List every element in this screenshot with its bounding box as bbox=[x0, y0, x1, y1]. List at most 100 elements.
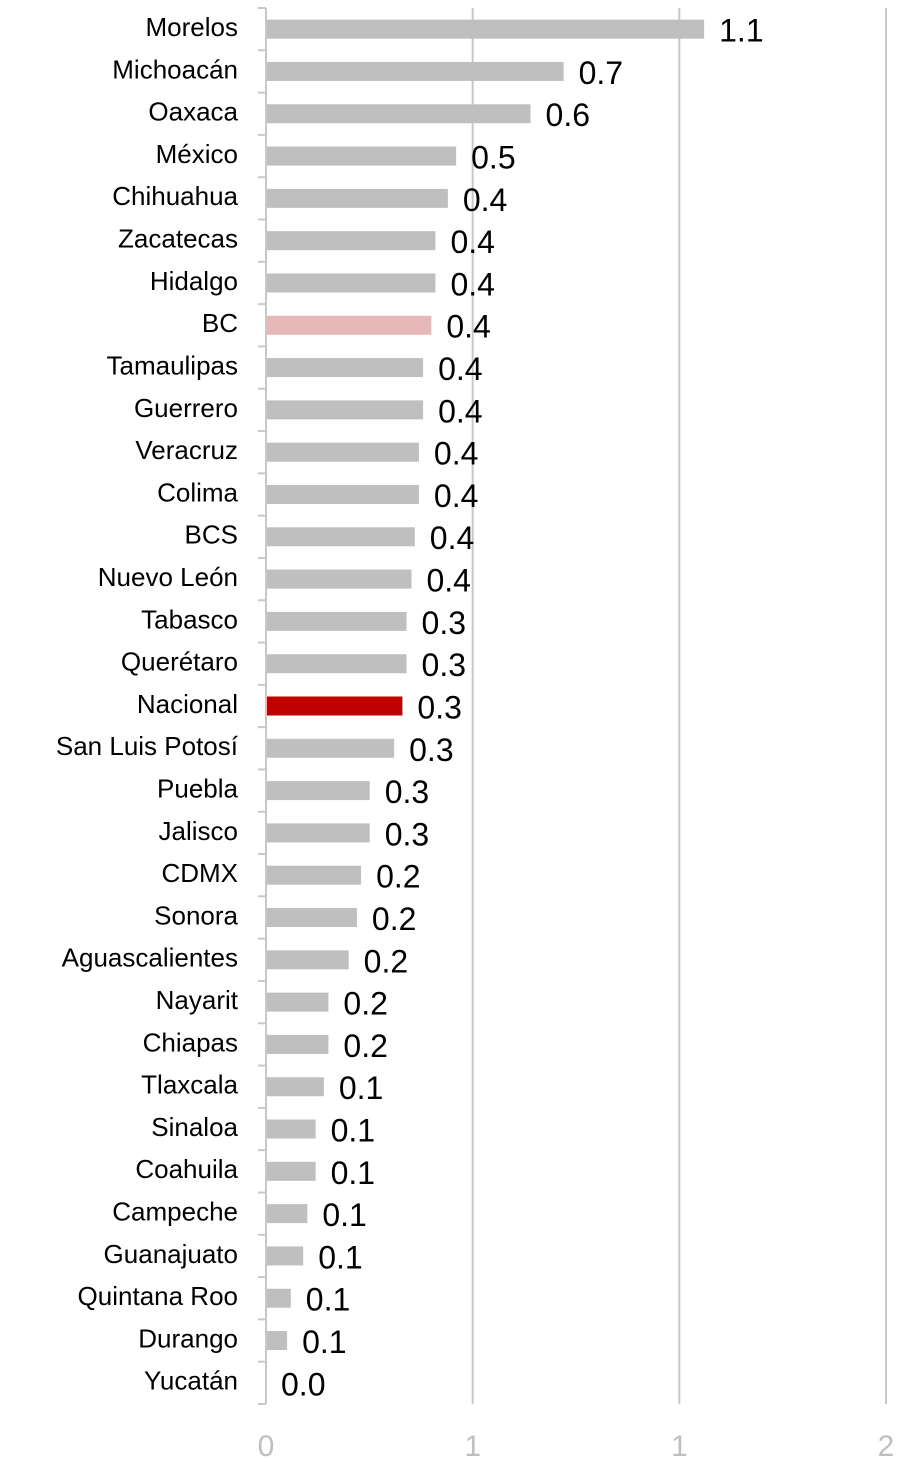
value-label: 0.3 bbox=[422, 605, 466, 641]
value-label: 0.6 bbox=[546, 97, 590, 133]
y-tick-label: San Luis Potosí bbox=[56, 731, 239, 761]
bar bbox=[266, 104, 531, 124]
x-tick-label: 1 bbox=[671, 1430, 688, 1462]
bar bbox=[266, 696, 403, 716]
y-tick-label: Sinaloa bbox=[151, 1112, 238, 1142]
y-tick-label: Zacatecas bbox=[118, 224, 238, 254]
value-label: 0.2 bbox=[343, 986, 387, 1022]
bar bbox=[266, 950, 349, 970]
bar bbox=[266, 908, 357, 928]
y-tick-label: Oaxaca bbox=[148, 97, 238, 127]
y-tick-label: Nacional bbox=[137, 689, 238, 719]
y-tick-label: Sonora bbox=[154, 900, 238, 930]
x-tick-label: 2 bbox=[878, 1430, 895, 1462]
bar bbox=[266, 611, 407, 631]
y-tick-label: BCS bbox=[185, 520, 238, 550]
value-label: 0.3 bbox=[385, 774, 429, 810]
value-label: 0.3 bbox=[417, 689, 461, 725]
bar bbox=[266, 442, 419, 462]
bar bbox=[266, 738, 395, 758]
value-label: 0.4 bbox=[450, 224, 494, 260]
value-label: 0.2 bbox=[343, 1028, 387, 1064]
bar bbox=[266, 61, 564, 81]
bar bbox=[266, 146, 457, 166]
value-label: 0.1 bbox=[306, 1282, 350, 1318]
bar bbox=[266, 484, 419, 504]
bar bbox=[266, 823, 370, 843]
y-tick-label: Guerrero bbox=[134, 393, 238, 423]
bar bbox=[266, 188, 448, 208]
value-label: 0.7 bbox=[579, 55, 623, 91]
y-tick-label: Puebla bbox=[157, 773, 238, 803]
value-label: 0.4 bbox=[438, 393, 482, 429]
value-label: 0.3 bbox=[409, 732, 453, 768]
value-label: 0.1 bbox=[331, 1112, 375, 1148]
value-label: 0.1 bbox=[331, 1155, 375, 1191]
bar bbox=[266, 358, 424, 378]
y-tick-label: Chihuahua bbox=[112, 181, 238, 211]
bar bbox=[266, 400, 424, 420]
bar bbox=[266, 273, 436, 293]
bar bbox=[266, 1331, 288, 1351]
bar bbox=[266, 315, 432, 335]
value-label: 0.5 bbox=[471, 140, 515, 176]
y-tick-label: Jalisco bbox=[159, 816, 238, 846]
bar bbox=[266, 654, 407, 674]
value-label: 0.0 bbox=[281, 1366, 325, 1402]
y-tick-label: Coahuila bbox=[135, 1154, 238, 1184]
y-tick-label: Yucatán bbox=[144, 1366, 238, 1396]
bar bbox=[266, 1246, 304, 1266]
y-tick-label: Chiapas bbox=[143, 1027, 238, 1057]
value-label: 0.2 bbox=[372, 901, 416, 937]
bar bbox=[266, 992, 329, 1012]
bar bbox=[266, 569, 412, 589]
bar bbox=[266, 1288, 291, 1308]
bar bbox=[266, 1204, 308, 1224]
value-label: 0.1 bbox=[318, 1239, 362, 1275]
x-tick-label: 0 bbox=[258, 1430, 275, 1462]
bar bbox=[266, 781, 370, 801]
value-label: 0.4 bbox=[438, 351, 482, 387]
value-label: 1.1 bbox=[719, 13, 763, 49]
y-tick-label: Tamaulipas bbox=[106, 350, 238, 380]
y-tick-label: Quintana Roo bbox=[78, 1281, 238, 1311]
bar bbox=[266, 1119, 316, 1139]
bar bbox=[266, 19, 705, 39]
bar bbox=[266, 231, 436, 251]
y-tick-label: CDMX bbox=[161, 858, 238, 888]
y-tick-label: Aguascalientes bbox=[62, 943, 238, 973]
y-tick-label: Tabasco bbox=[141, 604, 238, 634]
y-tick-label: Michoacán bbox=[112, 54, 238, 84]
bar bbox=[266, 1034, 329, 1054]
y-tick-label: Colima bbox=[157, 477, 238, 507]
value-label: 0.4 bbox=[450, 266, 494, 302]
y-tick-label: Nuevo León bbox=[98, 562, 238, 592]
value-label: 0.4 bbox=[434, 478, 478, 514]
value-label: 0.4 bbox=[434, 436, 478, 472]
y-tick-label: Hidalgo bbox=[150, 266, 238, 296]
bar bbox=[266, 1077, 324, 1097]
bar bbox=[266, 527, 415, 547]
value-label: 0.4 bbox=[426, 563, 470, 599]
y-tick-label: Guanajuato bbox=[104, 1239, 238, 1269]
value-label: 0.1 bbox=[339, 1070, 383, 1106]
value-label: 0.3 bbox=[422, 647, 466, 683]
value-label: 0.1 bbox=[302, 1324, 346, 1360]
y-tick-label: Querétaro bbox=[121, 647, 238, 677]
value-label: 0.4 bbox=[463, 182, 507, 218]
value-label: 0.2 bbox=[364, 943, 408, 979]
y-tick-label: BC bbox=[202, 308, 238, 338]
value-label: 0.4 bbox=[446, 309, 490, 345]
bar bbox=[266, 865, 362, 885]
value-label: 0.4 bbox=[430, 520, 474, 556]
bar bbox=[266, 1161, 316, 1181]
x-tick-label: 1 bbox=[464, 1430, 481, 1462]
value-label: 0.3 bbox=[385, 816, 429, 852]
y-tick-label: Nayarit bbox=[156, 985, 239, 1015]
y-tick-label: Morelos bbox=[146, 12, 238, 42]
value-label: 0.1 bbox=[322, 1197, 366, 1233]
y-tick-label: Durango bbox=[138, 1323, 238, 1353]
y-tick-label: Veracruz bbox=[135, 435, 238, 465]
y-tick-label: Campeche bbox=[112, 1197, 238, 1227]
